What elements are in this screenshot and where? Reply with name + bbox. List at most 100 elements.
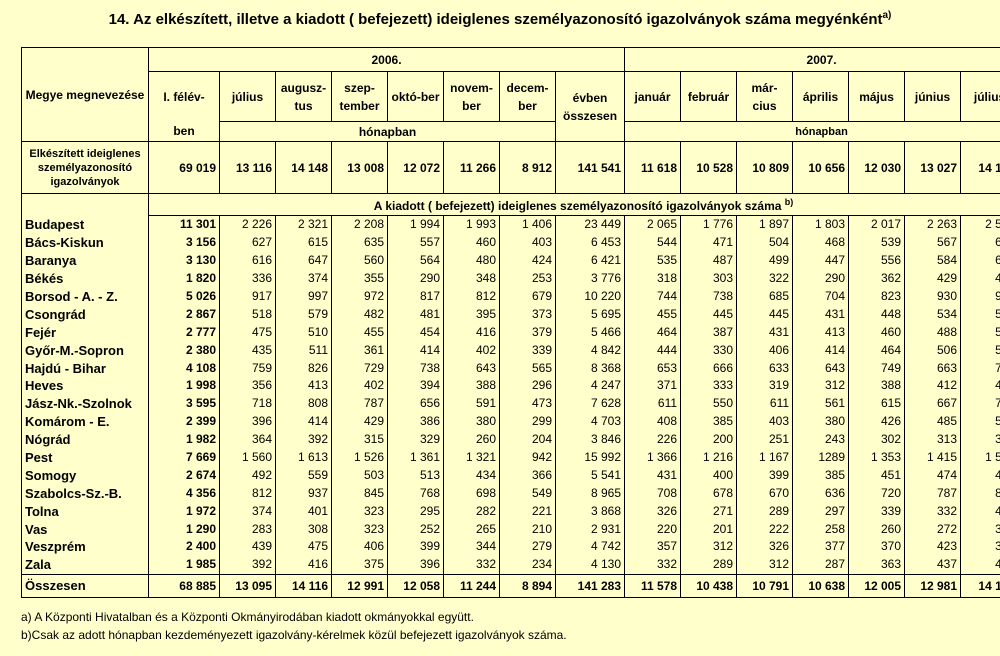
total-value-cell: 141 283 xyxy=(554,573,626,598)
table-cell: 464 xyxy=(624,323,682,342)
table-cell: 1 803 xyxy=(792,215,850,234)
table-cell: 394 xyxy=(387,377,444,395)
table-cell: 808 xyxy=(275,394,332,413)
table-cell: 402 xyxy=(331,377,388,395)
total-value-cell: 12 058 xyxy=(387,573,444,598)
table-cell: 616 xyxy=(219,251,276,270)
table-cell: 414 xyxy=(275,412,332,431)
table-cell: 845 xyxy=(331,484,388,503)
table-cell: 221 xyxy=(499,502,556,521)
table-cell: 431 xyxy=(736,323,794,342)
table-cell: 402 xyxy=(443,341,500,360)
table-cell: 431 xyxy=(624,466,682,485)
county-name: Somogy xyxy=(21,466,149,485)
table-cell: 635 xyxy=(331,233,388,252)
table-cell: 973 xyxy=(960,287,1000,306)
table-cell: 312 xyxy=(792,377,850,395)
table-cell: 488 xyxy=(904,323,962,342)
table-row: Bács-Kiskun 3 156 627 615 635 557 460 403 6 453 5… xyxy=(21,233,1000,252)
month-2006-header: szep-tember xyxy=(331,71,388,122)
table-row: Heves 1 998 356 413 402 394 388 296 4 247 371 333 3… xyxy=(21,377,1000,395)
table-cell: 561 xyxy=(792,394,850,413)
table-cell: 768 xyxy=(387,484,444,503)
table-row: Baranya 3 130 616 647 560 564 480 424 6 421 535 48… xyxy=(21,251,1000,270)
table-cell: 423 xyxy=(904,538,962,556)
table-row: Fejér 2 777 475 510 455 454 416 379 5 466 464 387 4… xyxy=(21,323,1000,342)
table-cell: 434 xyxy=(443,466,500,485)
county-name: Bács-Kiskun xyxy=(21,233,149,252)
table-cell: 1 993 xyxy=(443,215,500,234)
table-cell: 471 xyxy=(680,233,738,252)
table-cell: 1 321 xyxy=(443,448,500,467)
prepared-row: Elkészített ideiglenes személyazonosító … xyxy=(21,141,1000,194)
county-name: Pest xyxy=(21,448,149,467)
table-cell: 385 xyxy=(680,412,738,431)
table-cell: 518 xyxy=(219,305,276,324)
table-cell: 8 965 xyxy=(554,484,626,503)
table-cell: 615 xyxy=(848,394,906,413)
table-cell: 679 xyxy=(499,287,556,306)
table-cell: 539 xyxy=(848,233,906,252)
table-cell: 2 017 xyxy=(848,215,906,234)
table-cell: 362 xyxy=(848,269,906,288)
table-cell: 399 xyxy=(387,538,444,556)
prepared-value-cell: 13 008 xyxy=(331,141,388,194)
footnote-b: b)Csak az adott hónapban kezdeményezett … xyxy=(21,628,567,642)
footnote-a: a) A Központi Hivatalban és a Központi O… xyxy=(21,610,474,624)
table-row: Győr-M.-Sopron 2 380 435 511 361 414 402 339 4 8… xyxy=(21,341,1000,360)
total-value-cell: 13 095 xyxy=(219,573,276,598)
table-cell: 2 380 xyxy=(148,341,220,360)
county-col-header: Megye megnevezése xyxy=(21,47,149,142)
table-cell: 1 972 xyxy=(148,502,220,521)
table-cell: 2 400 xyxy=(148,538,220,556)
table-cell: 282 xyxy=(443,502,500,521)
table-cell: 817 xyxy=(387,287,444,306)
table-cell: 326 xyxy=(736,538,794,556)
table-cell: 1 982 xyxy=(148,430,220,449)
table-cell: 564 xyxy=(387,251,444,270)
table-cell: 413 xyxy=(275,377,332,395)
county-name: Borsod - A. - Z. xyxy=(21,287,149,306)
table-cell: 388 xyxy=(848,377,906,395)
total-value-cell: 68 885 xyxy=(148,573,220,598)
in-month-2006-label: hónapban xyxy=(219,121,556,142)
table-cell: 361 xyxy=(331,341,388,360)
table-cell: 997 xyxy=(275,287,332,306)
table-cell: 2 931 xyxy=(554,520,626,539)
table-cell: 403 xyxy=(736,412,794,431)
table-cell: 4 742 xyxy=(554,538,626,556)
table-body: Budapest 11 301 2 226 2 321 2 208 1 994 1 993 1… xyxy=(21,215,1000,575)
table-row: Borsod - A. - Z. 5 026 917 997 972 817 812 679 1… xyxy=(21,287,1000,306)
table-cell: 289 xyxy=(680,555,738,575)
county-name: Jász-Nk.-Szolnok xyxy=(21,394,149,413)
table-cell: 404 xyxy=(960,555,1000,575)
table-cell: 1 216 xyxy=(680,448,738,467)
table-cell: 657 xyxy=(960,251,1000,270)
total-value-cell: 14 116 xyxy=(275,573,332,598)
prepared-value-cell: 69 019 xyxy=(148,141,220,194)
in-month-2007-label: hónapban xyxy=(624,121,1000,142)
table-cell: 363 xyxy=(848,555,906,575)
table-cell: 332 xyxy=(443,555,500,575)
table-cell: 455 xyxy=(624,305,682,324)
month-2006-header: októ-ber xyxy=(387,71,444,122)
table-cell: 348 xyxy=(443,269,500,288)
table-cell: 385 xyxy=(792,466,850,485)
table-cell: 917 xyxy=(219,287,276,306)
table-cell: 200 xyxy=(680,430,738,449)
table-cell: 738 xyxy=(680,287,738,306)
year-total-header: évben összesen xyxy=(554,71,626,142)
table-cell: 4 703 xyxy=(554,412,626,431)
county-name: Fejér xyxy=(21,323,149,342)
table-cell: 289 xyxy=(736,502,794,521)
table-cell: 400 xyxy=(680,466,738,485)
table-cell: 473 xyxy=(499,394,556,413)
table-cell: 290 xyxy=(792,269,850,288)
table-cell: 544 xyxy=(624,233,682,252)
prepared-value-cell: 10 809 xyxy=(736,141,794,194)
table-cell: 290 xyxy=(387,269,444,288)
month-2007-header: január xyxy=(624,71,682,122)
table-cell: 480 xyxy=(443,251,500,270)
table-cell: 579 xyxy=(275,305,332,324)
table-cell: 355 xyxy=(331,269,388,288)
